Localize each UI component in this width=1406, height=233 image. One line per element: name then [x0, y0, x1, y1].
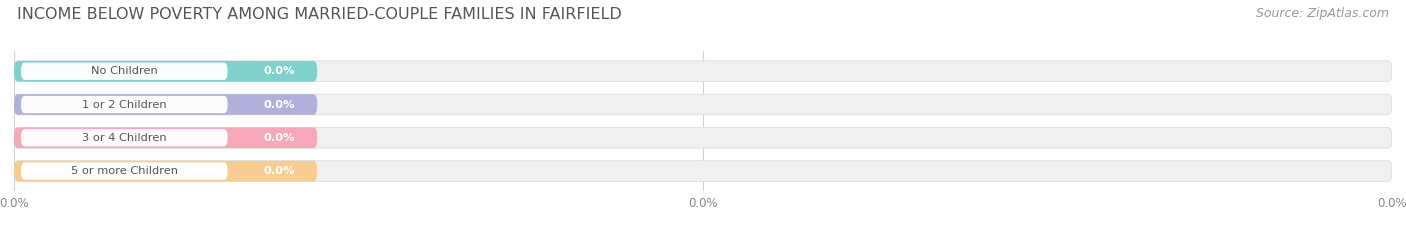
FancyBboxPatch shape — [21, 63, 228, 80]
FancyBboxPatch shape — [14, 161, 318, 182]
Text: 1 or 2 Children: 1 or 2 Children — [82, 99, 166, 110]
Text: 0.0%: 0.0% — [263, 133, 295, 143]
Text: No Children: No Children — [91, 66, 157, 76]
FancyBboxPatch shape — [14, 161, 1392, 182]
FancyBboxPatch shape — [21, 129, 228, 147]
Text: INCOME BELOW POVERTY AMONG MARRIED-COUPLE FAMILIES IN FAIRFIELD: INCOME BELOW POVERTY AMONG MARRIED-COUPL… — [17, 7, 621, 22]
Text: 0.0%: 0.0% — [263, 99, 295, 110]
FancyBboxPatch shape — [14, 127, 1392, 148]
Text: 0.0%: 0.0% — [263, 166, 295, 176]
Text: 0.0%: 0.0% — [263, 66, 295, 76]
Text: 5 or more Children: 5 or more Children — [70, 166, 177, 176]
FancyBboxPatch shape — [14, 127, 318, 148]
FancyBboxPatch shape — [14, 94, 1392, 115]
FancyBboxPatch shape — [14, 61, 1392, 82]
FancyBboxPatch shape — [14, 61, 318, 82]
FancyBboxPatch shape — [21, 96, 228, 113]
FancyBboxPatch shape — [21, 162, 228, 180]
FancyBboxPatch shape — [14, 94, 318, 115]
Text: Source: ZipAtlas.com: Source: ZipAtlas.com — [1256, 7, 1389, 20]
Text: 3 or 4 Children: 3 or 4 Children — [82, 133, 166, 143]
